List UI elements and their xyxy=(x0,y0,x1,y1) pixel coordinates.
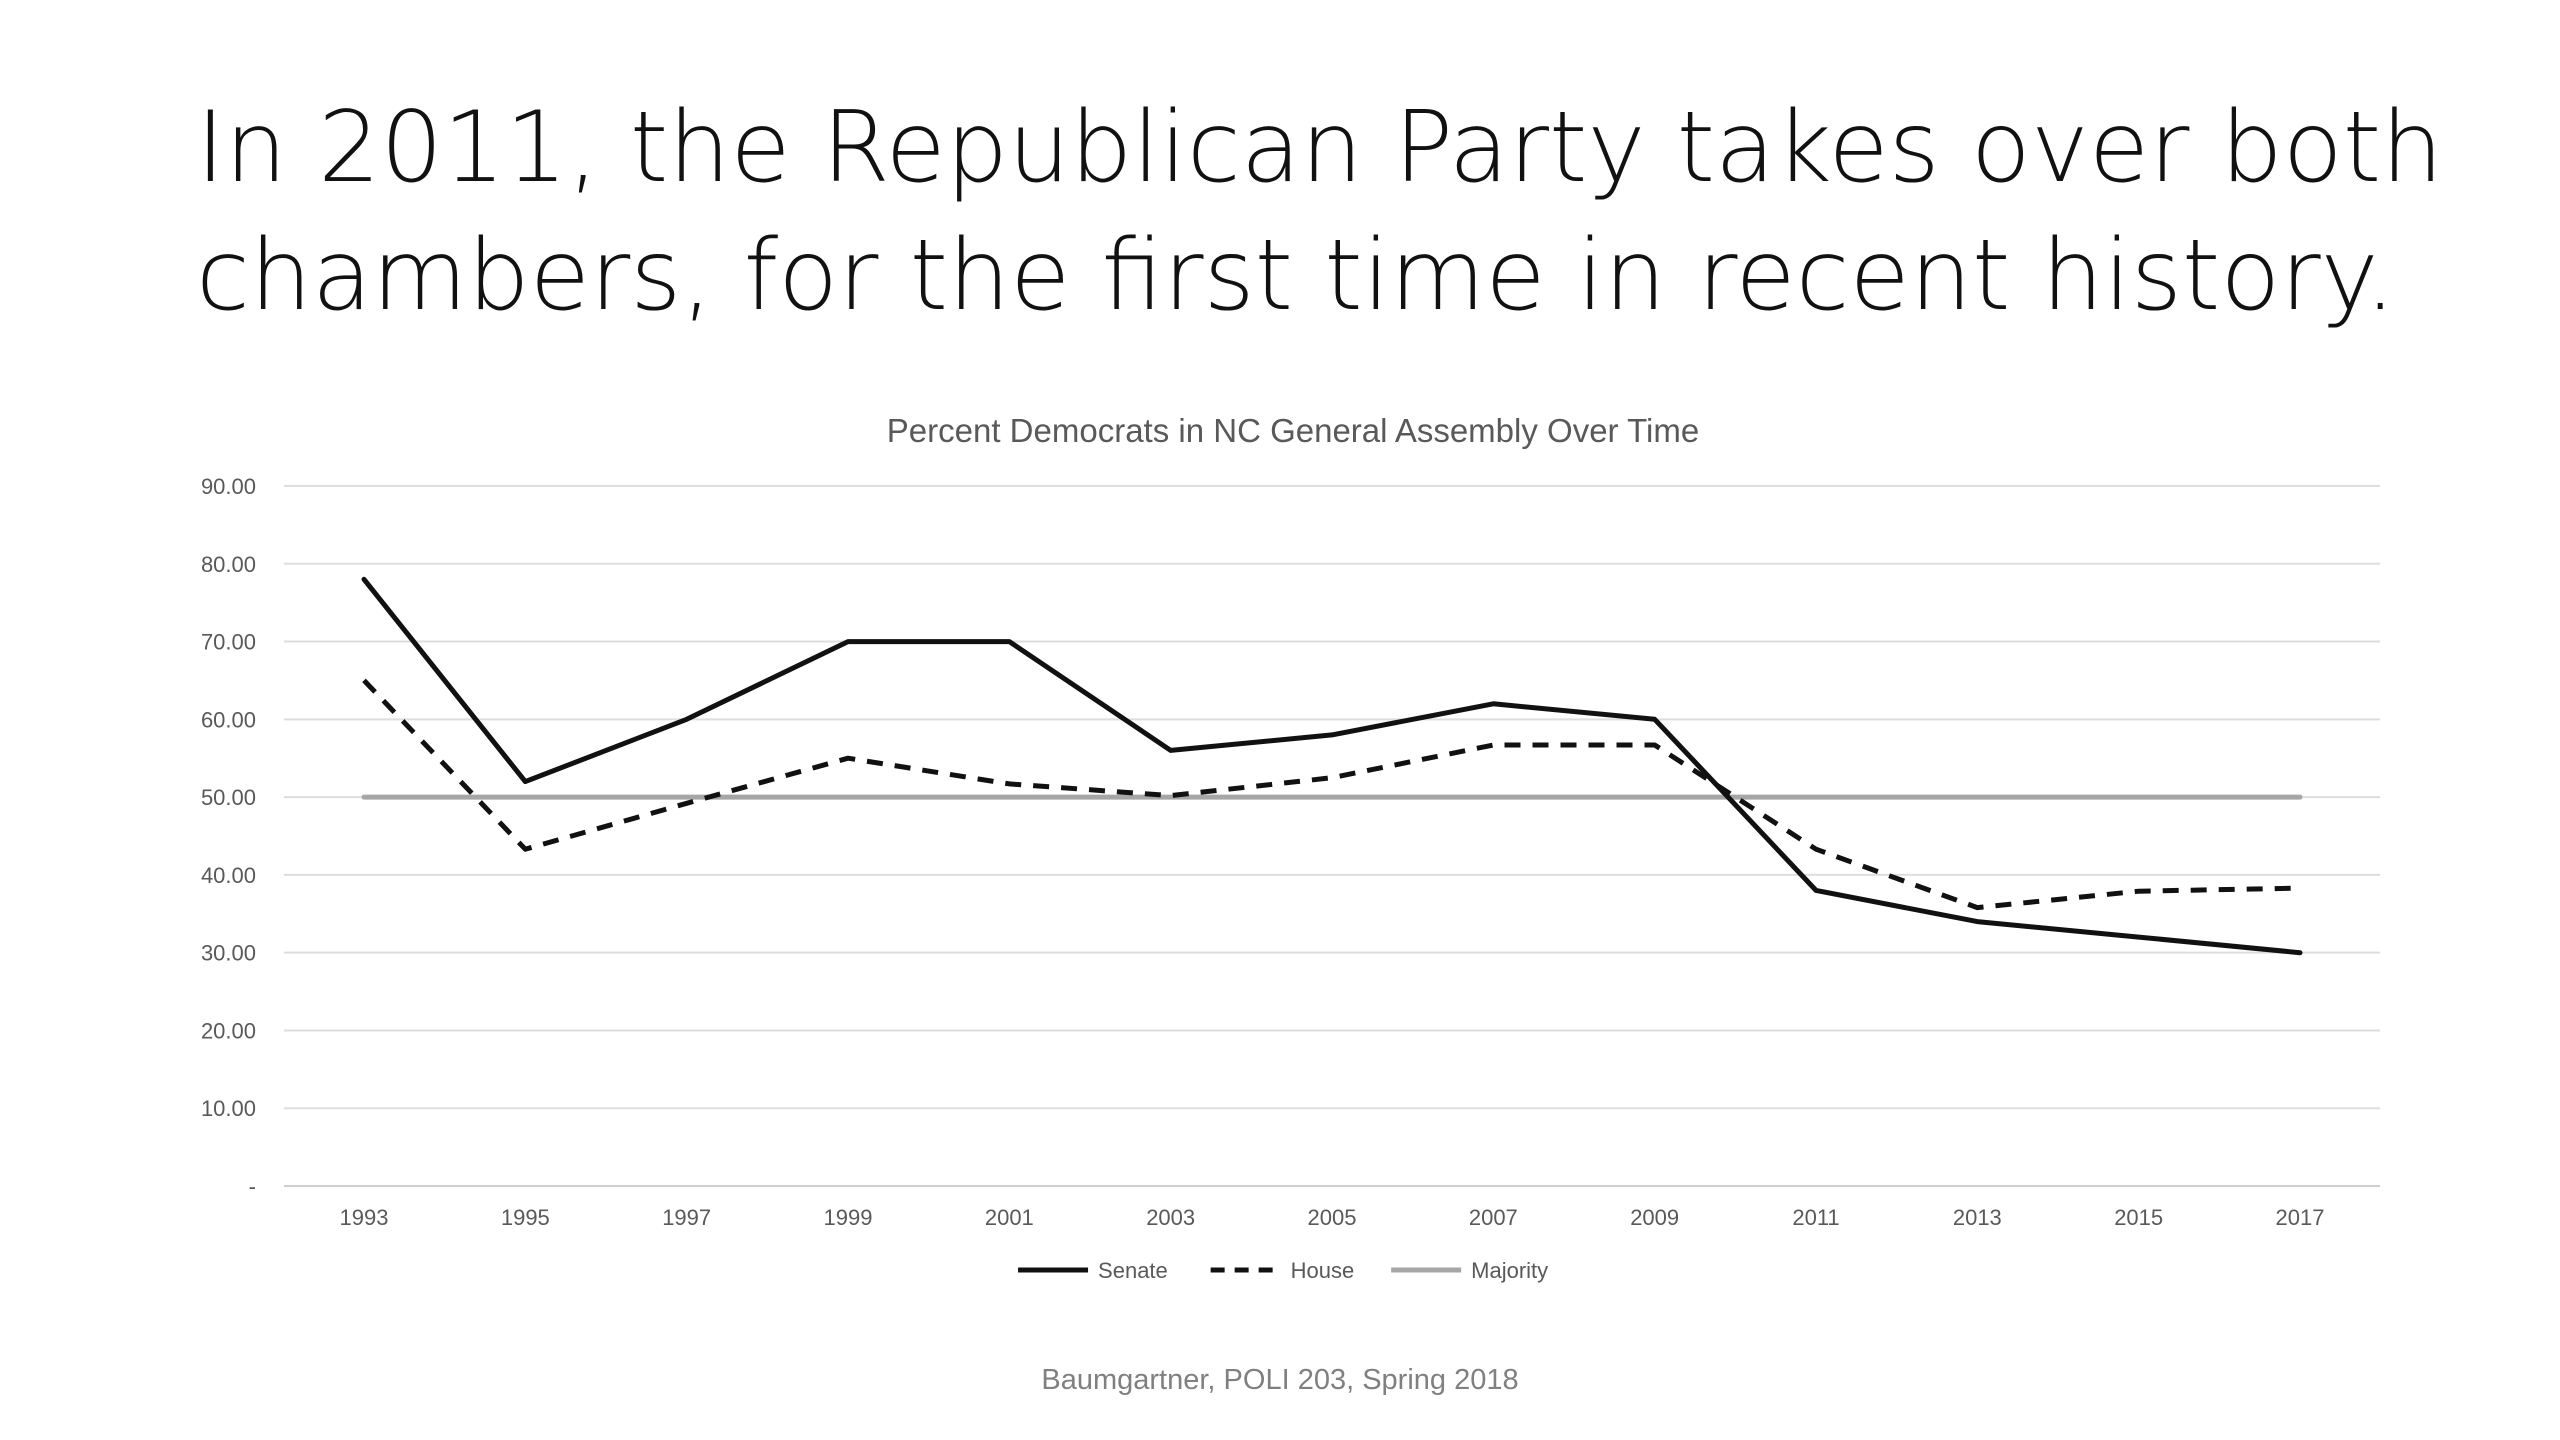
x-tick-label: 1997 xyxy=(662,1205,711,1230)
x-tick-label: 2005 xyxy=(1308,1205,1357,1230)
x-tick-label: 2015 xyxy=(2114,1205,2163,1230)
legend-item-senate: Senate xyxy=(1018,1258,1168,1283)
x-tick-label: 2017 xyxy=(2276,1205,2325,1230)
x-tick-label: 1999 xyxy=(824,1205,873,1230)
x-tick-label: 1993 xyxy=(340,1205,389,1230)
legend-label: House xyxy=(1291,1258,1355,1283)
x-tick-label: 2003 xyxy=(1146,1205,1195,1230)
y-tick-label: 50.00 xyxy=(201,785,256,810)
x-tick-label: 2001 xyxy=(985,1205,1034,1230)
gridlines xyxy=(284,485,2380,1187)
legend-label: Majority xyxy=(1471,1258,1548,1283)
y-tick-label: 80.00 xyxy=(201,552,256,577)
slide-title-line-1: In 2011, the Republican Party takes over… xyxy=(196,91,2444,205)
series-line-house xyxy=(362,678,2301,911)
series-lines xyxy=(361,576,2303,956)
slide-footer: Baumgartner, POLI 203, Spring 2018 xyxy=(1041,1364,1519,1396)
series-line-senate xyxy=(361,576,2303,956)
x-tick-label: 2007 xyxy=(1469,1205,1518,1230)
y-tick-label: 70.00 xyxy=(201,630,256,655)
y-tick-label: 60.00 xyxy=(201,707,256,732)
y-tick-label: - xyxy=(249,1174,256,1199)
slide-title-line-2: chambers, for the first time in recent h… xyxy=(196,219,2396,333)
y-tick-label: 20.00 xyxy=(201,1018,256,1043)
legend-item-house: House xyxy=(1210,1258,1355,1283)
y-tick-label: 30.00 xyxy=(201,941,256,966)
x-tick-label: 2009 xyxy=(1630,1205,1679,1230)
chart-title: Percent Democrats in NC General Assembly… xyxy=(887,412,1699,449)
x-tick-label: 2011 xyxy=(1792,1205,1839,1230)
slide-title: In 2011, the Republican Party takes over… xyxy=(196,84,2496,340)
y-tick-label: 40.00 xyxy=(201,863,256,888)
x-tick-label: 2013 xyxy=(1953,1205,2002,1230)
y-tick-label: 90.00 xyxy=(201,474,256,499)
y-tick-label: 10.00 xyxy=(201,1096,256,1121)
line-chart: Percent Democrats in NC General Assembly… xyxy=(201,412,2380,1283)
x-tick-label: 1995 xyxy=(501,1205,550,1230)
legend: Senate House Majority xyxy=(1018,1258,1548,1283)
legend-label: Senate xyxy=(1098,1258,1168,1283)
x-axis-ticks: 1993 1995 1997 1999 2001 2003 2005 2007 2009 2011… xyxy=(340,1205,2325,1230)
y-axis-ticks: - 10.00 20.00 30.00 40.00 50.00 60.00 70.00 80.0… xyxy=(201,474,256,1199)
legend-item-majority: Majority xyxy=(1391,1258,1548,1283)
